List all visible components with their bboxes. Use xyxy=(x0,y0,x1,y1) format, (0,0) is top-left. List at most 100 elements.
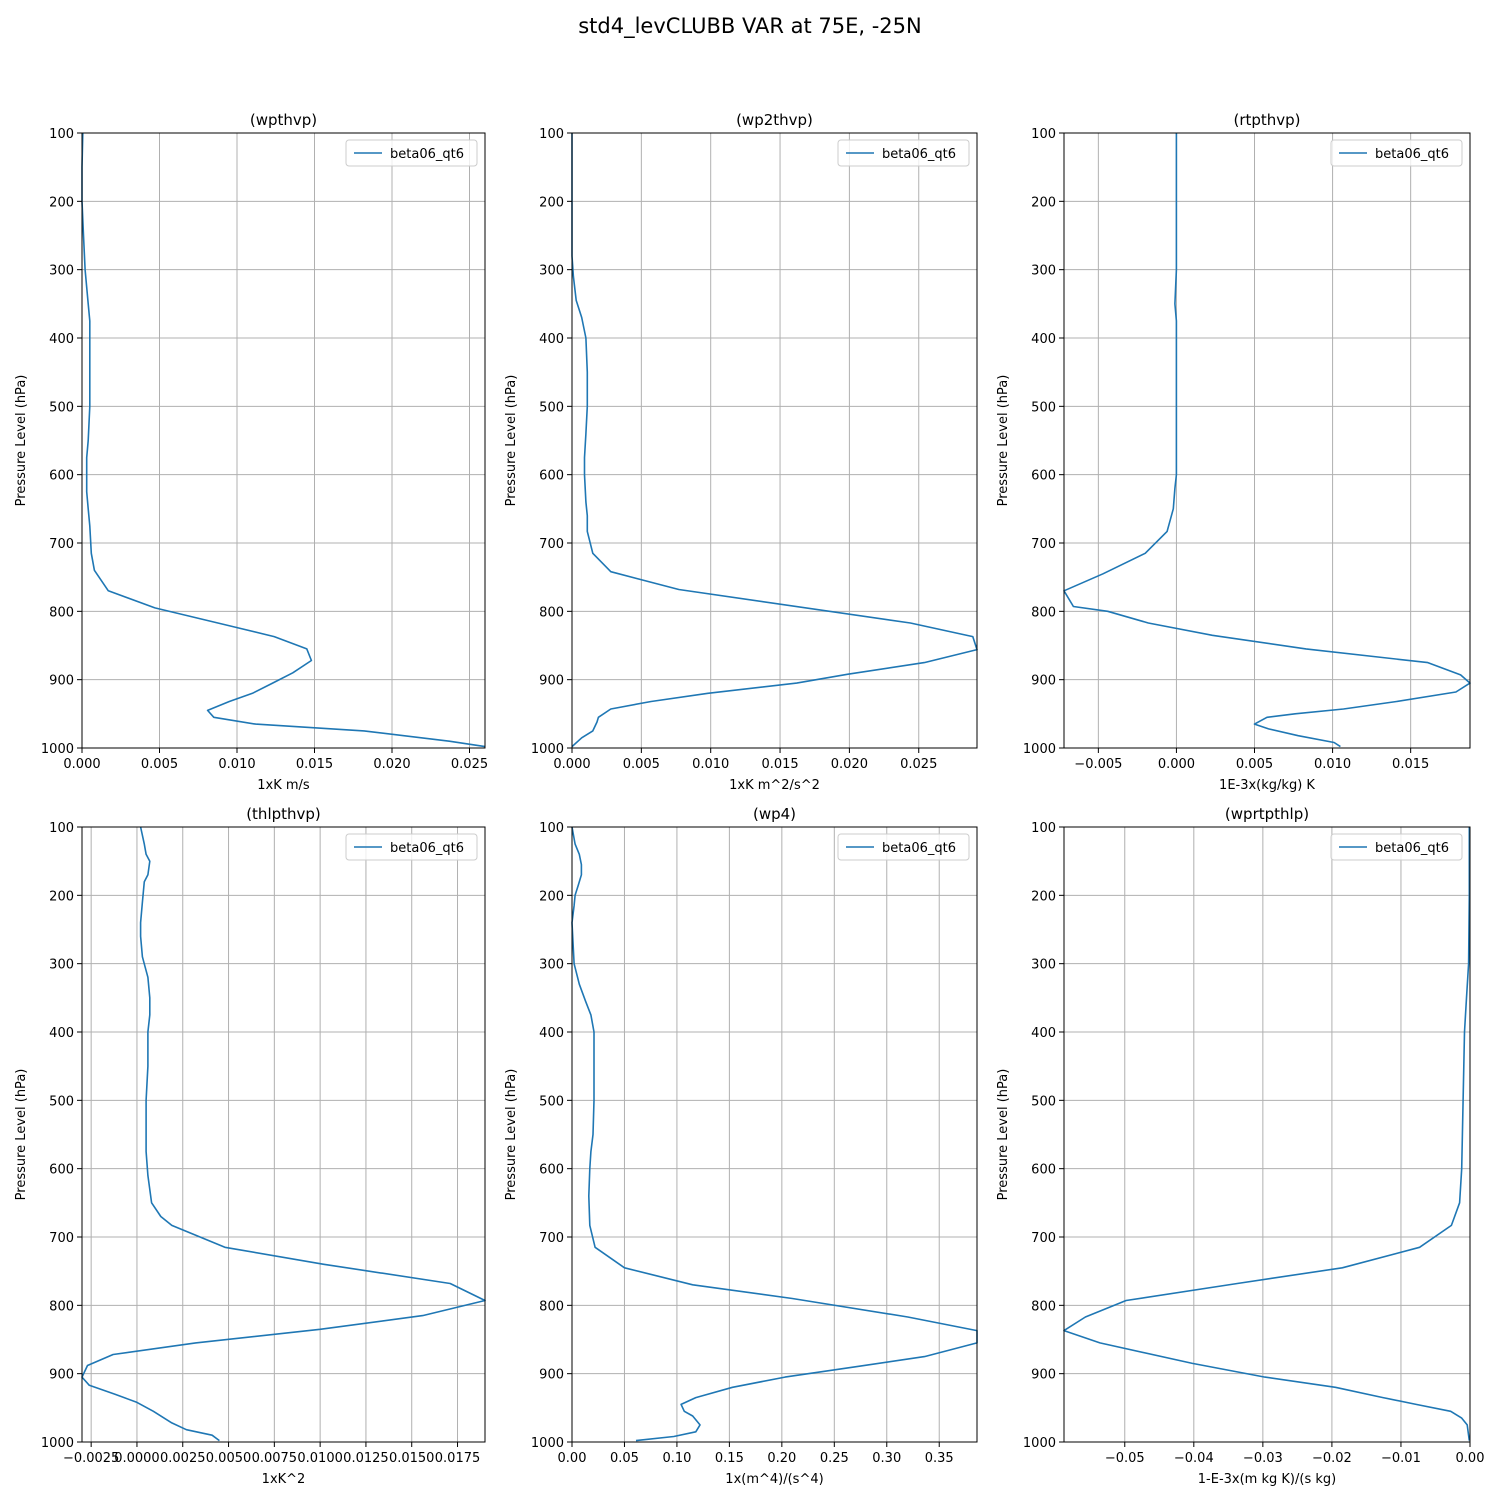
y-tick-label: 700 xyxy=(1031,537,1056,552)
chart-title: (wp4) xyxy=(753,805,796,823)
y-tick-label: 600 xyxy=(49,1163,74,1178)
legend-label: beta06_qt6 xyxy=(1375,147,1449,162)
x-tick-label: 0.0125 xyxy=(343,1451,389,1466)
x-tick-label: 0.05 xyxy=(610,1451,639,1466)
y-tick-label: 400 xyxy=(49,1026,74,1041)
y-tick-label: 1000 xyxy=(1023,1436,1056,1451)
x-tick-label: 0.015 xyxy=(1392,757,1429,772)
x-tick-label: 0.00 xyxy=(1456,1451,1485,1466)
y-tick-label: 700 xyxy=(539,1231,564,1246)
x-tick-label: 0.025 xyxy=(900,757,937,772)
y-tick-label: 800 xyxy=(539,1299,564,1314)
y-tick-label: 1000 xyxy=(531,1436,564,1451)
y-tick-label: 400 xyxy=(1031,1026,1056,1041)
y-tick-label: 600 xyxy=(1031,469,1056,484)
y-axis-label: Pressure Level (hPa) xyxy=(14,1069,29,1201)
legend: beta06_qt6 xyxy=(837,833,970,861)
x-tick-label: −0.05 xyxy=(1105,1451,1145,1466)
y-tick-label: 200 xyxy=(49,195,74,210)
y-tick-label: 100 xyxy=(539,127,564,142)
y-tick-label: 200 xyxy=(1031,889,1056,904)
y-tick-label: 800 xyxy=(539,605,564,620)
legend-label: beta06_qt6 xyxy=(390,841,464,856)
x-tick-label: −0.01 xyxy=(1381,1451,1421,1466)
y-tick-label: 700 xyxy=(49,537,74,552)
y-tick-label: 200 xyxy=(539,195,564,210)
y-tick-label: 400 xyxy=(49,332,74,347)
y-tick-label: 800 xyxy=(1031,1299,1056,1314)
plot-frame xyxy=(571,826,978,1443)
y-tick-label: 100 xyxy=(1031,127,1056,142)
y-tick-label: 1000 xyxy=(41,742,74,757)
legend: beta06_qt6 xyxy=(1330,833,1463,861)
y-tick-label: 900 xyxy=(1031,674,1056,689)
plot-frame xyxy=(81,132,486,749)
x-tick-label: 0.005 xyxy=(1236,757,1273,772)
y-tick-label: 300 xyxy=(49,264,74,279)
y-tick-label: 900 xyxy=(49,1368,74,1383)
y-tick-label: 100 xyxy=(49,127,74,142)
x-tick-label: 0.0150 xyxy=(389,1451,435,1466)
y-tick-label: 600 xyxy=(539,469,564,484)
y-tick-label: 500 xyxy=(49,1094,74,1109)
legend: beta06_qt6 xyxy=(1330,139,1463,167)
x-tick-label: 0.010 xyxy=(218,757,255,772)
y-tick-label: 300 xyxy=(1031,958,1056,973)
x-tick-label: 0.0175 xyxy=(435,1451,481,1466)
y-tick-label: 1000 xyxy=(41,1436,74,1451)
chart-panel-3: −0.005 0.000 0.005 0.010 0.015 100 200 300 400 50… xyxy=(996,111,1471,793)
y-tick-label: 800 xyxy=(49,1299,74,1314)
y-axis-label: Pressure Level (hPa) xyxy=(996,1069,1011,1201)
y-tick-label: 600 xyxy=(539,1163,564,1178)
x-tick-label: 0.020 xyxy=(831,757,868,772)
legend-box xyxy=(837,833,970,861)
x-tick-label: 0.010 xyxy=(692,757,729,772)
x-tick-label: 0.0100 xyxy=(297,1451,343,1466)
y-axis-label: Pressure Level (hPa) xyxy=(504,1069,519,1201)
y-tick-label: 900 xyxy=(1031,1368,1056,1383)
legend-box xyxy=(1330,139,1463,167)
x-tick-label: 0.000 xyxy=(1158,757,1195,772)
y-tick-label: 700 xyxy=(49,1231,74,1246)
y-tick-label: 800 xyxy=(1031,605,1056,620)
x-tick-label: 0.005 xyxy=(141,757,178,772)
x-tick-label: 0.005 xyxy=(623,757,660,772)
chart-title: (wpthvp) xyxy=(250,111,317,129)
legend: beta06_qt6 xyxy=(345,139,478,167)
legend-box xyxy=(345,833,478,861)
legend: beta06_qt6 xyxy=(345,833,478,861)
y-tick-label: 400 xyxy=(1031,332,1056,347)
plot-frame xyxy=(571,132,978,749)
x-tick-label: 0.20 xyxy=(767,1451,796,1466)
y-tick-label: 300 xyxy=(539,264,564,279)
y-tick-label: 100 xyxy=(1031,821,1056,836)
y-tick-label: 900 xyxy=(49,674,74,689)
series-line xyxy=(1063,827,1471,1441)
x-tick-label: 0.15 xyxy=(715,1451,744,1466)
chart-panel-2: 0.000 0.005 0.010 0.015 0.020 0.025 100 200 300 4… xyxy=(504,111,978,793)
y-tick-label: 300 xyxy=(1031,264,1056,279)
y-tick-label: 300 xyxy=(539,958,564,973)
y-axis-label: Pressure Level (hPa) xyxy=(996,375,1011,507)
x-tick-label: 0.35 xyxy=(925,1451,954,1466)
y-tick-label: 900 xyxy=(539,674,564,689)
legend-label: beta06_qt6 xyxy=(882,841,956,856)
x-tick-label: 0.0075 xyxy=(252,1451,298,1466)
y-tick-label: 200 xyxy=(1031,195,1056,210)
x-axis-label: 1x(m^4)/(s^4) xyxy=(725,1472,823,1487)
legend-label: beta06_qt6 xyxy=(882,147,956,162)
plot-frame xyxy=(81,826,486,1443)
chart-panel-6: −0.05 −0.04 −0.03 −0.02 −0.01 0.00 100 200 300 40… xyxy=(996,805,1484,1487)
chart-panel-5: 0.00 0.05 0.10 0.15 0.20 0.25 0.30 0.35 100 200 30… xyxy=(504,805,978,1487)
x-axis-label: 1-E-3x(m kg K)/(s kg) xyxy=(1198,1472,1336,1487)
x-tick-label: −0.03 xyxy=(1243,1451,1283,1466)
x-tick-label: −0.005 xyxy=(1074,757,1122,772)
y-axis-label: Pressure Level (hPa) xyxy=(504,375,519,507)
y-tick-label: 800 xyxy=(49,605,74,620)
series-line xyxy=(81,826,486,1442)
y-tick-label: 600 xyxy=(49,469,74,484)
legend: beta06_qt6 xyxy=(837,139,970,167)
series-line xyxy=(1063,133,1471,748)
chart-title: (wprtpthlp) xyxy=(1225,805,1309,823)
legend-box xyxy=(345,139,478,167)
